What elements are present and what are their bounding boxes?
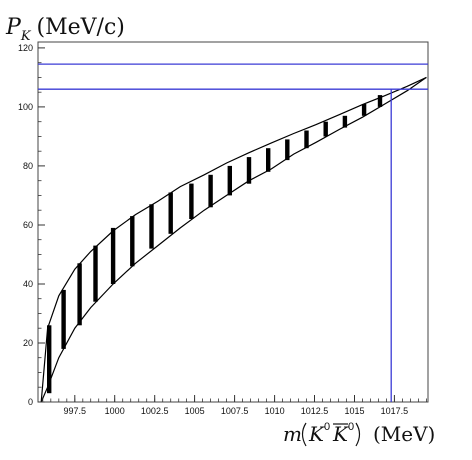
vertical-bar bbox=[227, 165, 232, 196]
x-axis-symbol: m bbox=[283, 422, 302, 446]
vertical-bar bbox=[246, 157, 252, 184]
x-axis-unit: (MeV) bbox=[373, 422, 435, 446]
y-tick-label: 20 bbox=[23, 338, 33, 348]
vertical-bar bbox=[149, 204, 154, 249]
y-tick-label: 120 bbox=[18, 43, 33, 53]
vertical-bar bbox=[266, 148, 271, 172]
x-tick-label: 1000 bbox=[105, 406, 125, 416]
upper-boundary-curve bbox=[40, 76, 427, 403]
y-tick-label: 0 bbox=[28, 397, 33, 407]
vertical-bar bbox=[93, 245, 98, 302]
x-axis-kbar-sup: 0 bbox=[348, 421, 354, 433]
y-axis-subscript: K bbox=[20, 29, 32, 44]
vertical-bar bbox=[61, 289, 66, 349]
x-tick-label: 997.5 bbox=[64, 406, 87, 416]
x-axis-k: K bbox=[308, 422, 325, 446]
y-tick-label: 60 bbox=[23, 220, 33, 230]
y-axis-ticks: 0 20 40 60 80 100 120 bbox=[18, 43, 45, 407]
momentum-band bbox=[40, 76, 427, 403]
vertical-bar bbox=[323, 121, 328, 137]
x-tick-label: 1010 bbox=[265, 406, 285, 416]
x-tick-label: 1007.5 bbox=[221, 406, 249, 416]
plot-frame bbox=[37, 41, 429, 403]
vertical-bar bbox=[130, 216, 135, 267]
x-axis-k-sup: 0 bbox=[324, 421, 330, 433]
vertical-bar bbox=[168, 192, 173, 234]
y-axis-unit: (MeV/c) bbox=[37, 15, 125, 40]
vertical-bar bbox=[304, 130, 309, 149]
vertical-bars bbox=[47, 95, 383, 394]
x-axis-title: m K 0 K 0 (MeV) bbox=[283, 421, 435, 447]
vertical-bar bbox=[47, 325, 52, 394]
y-axis-title: PK (MeV/c) bbox=[5, 15, 125, 44]
x-tick-label: 1012.5 bbox=[301, 406, 329, 416]
vertical-bar bbox=[77, 263, 82, 326]
x-tick-label: 1015 bbox=[344, 406, 364, 416]
right-paren bbox=[355, 422, 361, 447]
vertical-bar bbox=[377, 95, 383, 107]
vertical-bar bbox=[361, 104, 367, 116]
vertical-bar bbox=[110, 227, 116, 284]
lower-boundary-curve bbox=[40, 76, 427, 403]
x-tick-label: 1005 bbox=[185, 406, 205, 416]
reference-lines bbox=[38, 63, 428, 402]
vertical-bar bbox=[342, 115, 348, 128]
vertical-bar bbox=[285, 139, 290, 161]
x-axis-kbar: K bbox=[332, 422, 349, 446]
x-axis-ticks: 997.5 1000 1002.5 1005 1007.5 1010 1012.5 1015 1… bbox=[42, 395, 427, 416]
vertical-bar bbox=[208, 174, 213, 208]
y-tick-label: 40 bbox=[23, 279, 33, 289]
x-tick-label: 1002.5 bbox=[141, 406, 169, 416]
y-axis-symbol: P bbox=[5, 15, 22, 40]
x-tick-label: 1017.5 bbox=[381, 406, 409, 416]
vertical-bar bbox=[189, 183, 194, 219]
y-tick-label: 100 bbox=[18, 102, 33, 112]
y-tick-label: 80 bbox=[23, 161, 33, 171]
left-paren bbox=[301, 422, 307, 447]
